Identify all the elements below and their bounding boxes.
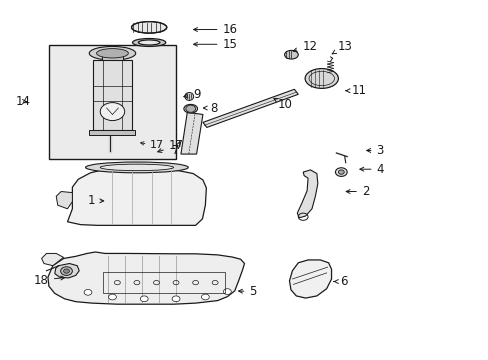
Text: 5: 5 xyxy=(238,285,256,298)
Ellipse shape xyxy=(100,164,173,171)
Circle shape xyxy=(140,296,148,302)
Polygon shape xyxy=(289,260,331,298)
Text: 17: 17 xyxy=(158,139,183,152)
Text: 17: 17 xyxy=(149,140,163,150)
Polygon shape xyxy=(203,89,298,127)
Polygon shape xyxy=(89,130,135,135)
Text: 1: 1 xyxy=(88,194,103,207)
Polygon shape xyxy=(67,168,206,225)
Circle shape xyxy=(338,170,344,174)
Ellipse shape xyxy=(284,50,298,59)
Text: 3: 3 xyxy=(366,144,383,157)
Text: 14: 14 xyxy=(15,95,30,108)
Circle shape xyxy=(63,269,69,273)
Circle shape xyxy=(201,294,209,300)
Polygon shape xyxy=(41,253,63,266)
Ellipse shape xyxy=(132,39,165,46)
Text: 8: 8 xyxy=(203,102,217,114)
Polygon shape xyxy=(93,60,132,130)
Circle shape xyxy=(172,296,180,302)
Ellipse shape xyxy=(97,49,128,58)
Text: 4: 4 xyxy=(359,163,383,176)
Polygon shape xyxy=(181,112,203,154)
Polygon shape xyxy=(55,264,79,278)
Text: 11: 11 xyxy=(346,84,366,97)
Polygon shape xyxy=(56,192,72,209)
Text: 9: 9 xyxy=(183,88,200,101)
Ellipse shape xyxy=(138,40,160,45)
Text: 15: 15 xyxy=(193,38,237,51)
Text: 6: 6 xyxy=(333,275,346,288)
Circle shape xyxy=(84,289,92,295)
Ellipse shape xyxy=(183,104,197,113)
Ellipse shape xyxy=(305,69,338,88)
Text: 12: 12 xyxy=(293,40,317,53)
Circle shape xyxy=(223,289,231,294)
Polygon shape xyxy=(102,55,123,60)
Text: 7: 7 xyxy=(172,141,180,157)
Text: 16: 16 xyxy=(193,23,237,36)
Circle shape xyxy=(335,168,346,176)
Text: 13: 13 xyxy=(331,40,351,54)
Ellipse shape xyxy=(85,162,188,173)
Circle shape xyxy=(108,294,116,300)
Ellipse shape xyxy=(131,22,166,33)
Text: 10: 10 xyxy=(273,98,292,111)
Circle shape xyxy=(185,105,195,112)
Circle shape xyxy=(61,267,72,275)
Text: 2: 2 xyxy=(346,185,368,198)
Ellipse shape xyxy=(184,93,193,100)
Ellipse shape xyxy=(89,46,136,60)
Circle shape xyxy=(100,103,124,121)
Polygon shape xyxy=(297,170,317,218)
Text: 18: 18 xyxy=(34,274,64,287)
Polygon shape xyxy=(49,45,176,159)
Polygon shape xyxy=(48,252,244,304)
